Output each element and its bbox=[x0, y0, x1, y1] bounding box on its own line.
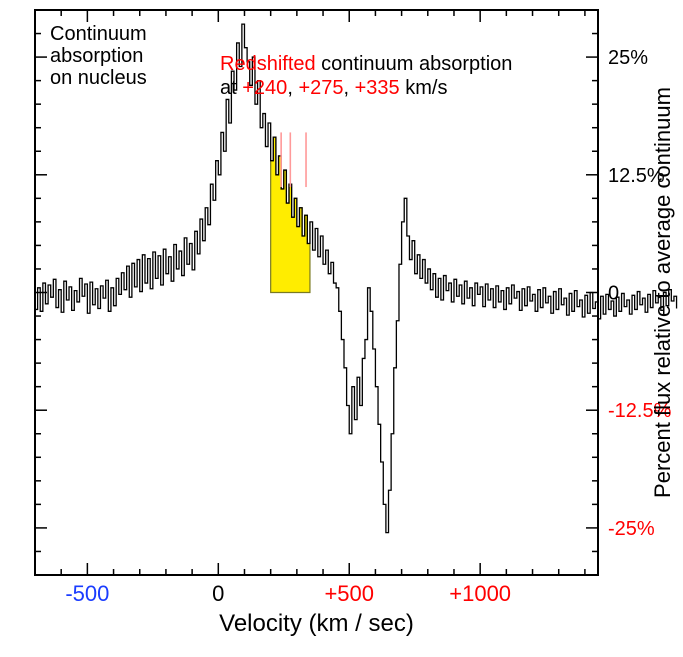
annotation-redshift-line2: at +240, +275, +335 km/s bbox=[220, 77, 447, 99]
annotation-redshift: Redshifted continuum absorption bbox=[220, 53, 512, 75]
y-tick-label: -25% bbox=[608, 518, 655, 540]
x-axis-label: Velocity (km / sec) bbox=[219, 610, 414, 637]
annotation-left: on nucleus bbox=[50, 67, 147, 89]
y-axis-label: Percent flux relative to average continu… bbox=[650, 87, 675, 498]
annotation-left: Continuum bbox=[50, 23, 147, 45]
spectrum-chart: -5000+500+100025%12.5%0-12.5%-25%Velocit… bbox=[0, 0, 683, 657]
x-tick-label: +1000 bbox=[449, 581, 511, 606]
x-tick-label: -500 bbox=[65, 581, 109, 606]
chart-svg: -5000+500+100025%12.5%0-12.5%-25%Velocit… bbox=[0, 0, 683, 657]
x-tick-label: 0 bbox=[212, 581, 224, 606]
y-tick-label: 0 bbox=[608, 283, 619, 305]
x-tick-label: +500 bbox=[324, 581, 374, 606]
annotation-left: absorption bbox=[50, 45, 143, 67]
y-tick-label: 25% bbox=[608, 47, 648, 69]
